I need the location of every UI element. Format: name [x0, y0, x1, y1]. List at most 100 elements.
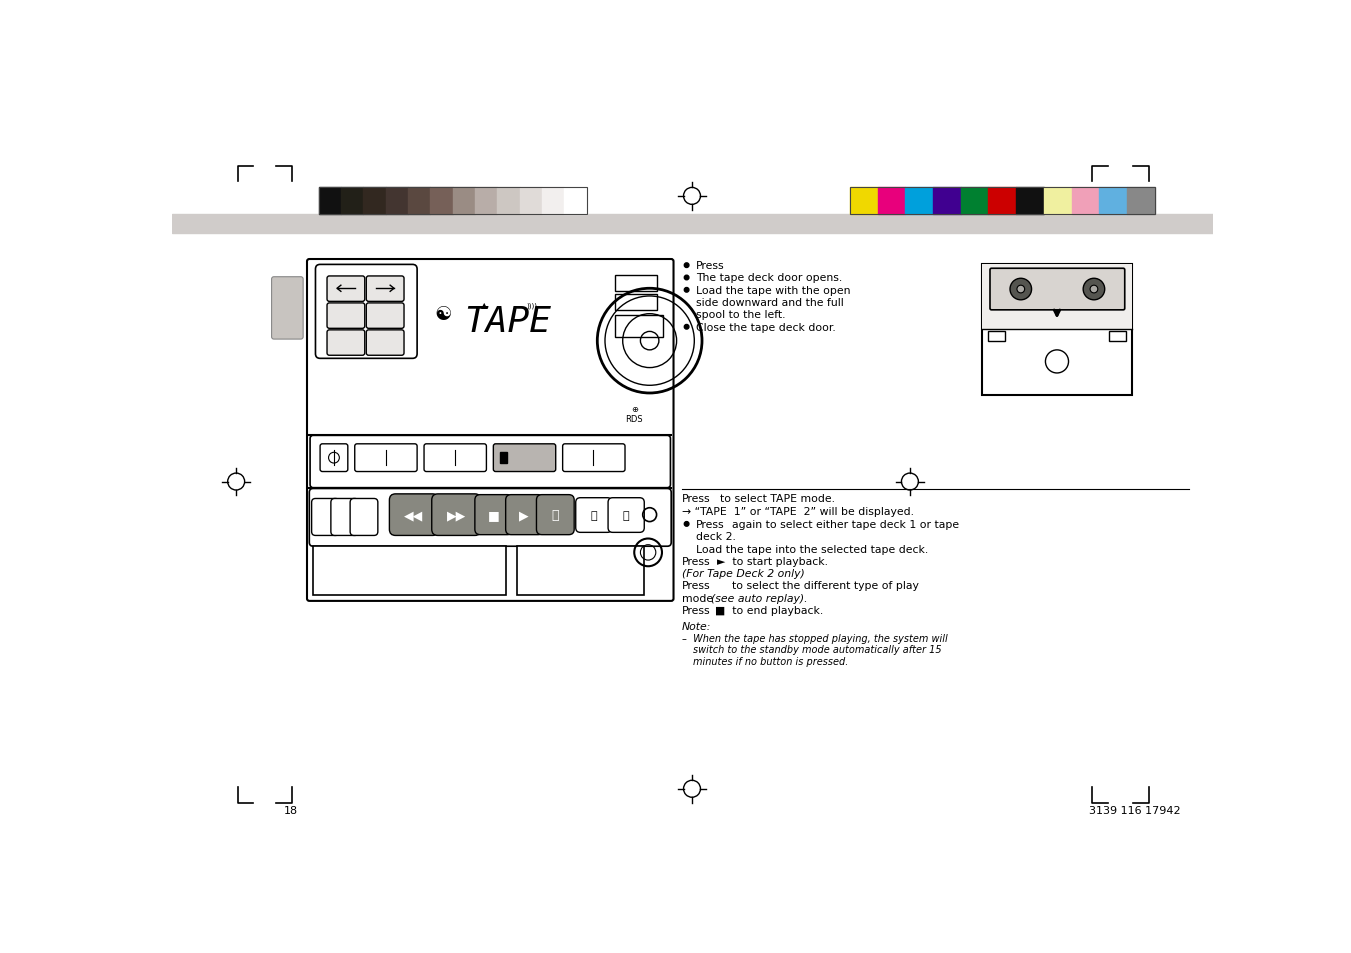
- Text: ⏮: ⏮: [590, 511, 597, 521]
- Bar: [961, 188, 989, 214]
- FancyBboxPatch shape: [327, 276, 365, 302]
- FancyBboxPatch shape: [350, 499, 378, 536]
- Text: ⏭: ⏭: [623, 511, 630, 521]
- Text: switch to the standby mode automatically after 15: switch to the standby mode automatically…: [693, 645, 942, 655]
- Bar: [615, 315, 663, 337]
- Bar: [1044, 188, 1071, 214]
- Text: Note:: Note:: [682, 620, 712, 631]
- FancyBboxPatch shape: [272, 277, 303, 339]
- Text: Close the tape deck door.: Close the tape deck door.: [696, 322, 836, 333]
- FancyBboxPatch shape: [474, 496, 512, 535]
- Text: side downward and the full: side downward and the full: [696, 298, 843, 308]
- Bar: [850, 188, 1155, 214]
- Text: deck 2.: deck 2.: [696, 532, 736, 541]
- Bar: [615, 295, 658, 311]
- FancyBboxPatch shape: [432, 495, 481, 536]
- Text: mode: mode: [682, 593, 716, 603]
- Text: ⊕
RDS: ⊕ RDS: [626, 405, 643, 424]
- Text: ☯: ☯: [435, 305, 453, 324]
- Circle shape: [685, 288, 689, 293]
- Bar: [565, 188, 586, 214]
- Text: ▶: ▶: [519, 509, 530, 521]
- Circle shape: [1017, 286, 1024, 294]
- Bar: [934, 188, 961, 214]
- Bar: [1100, 188, 1127, 214]
- FancyBboxPatch shape: [320, 444, 347, 472]
- FancyBboxPatch shape: [536, 496, 574, 535]
- FancyBboxPatch shape: [366, 331, 404, 355]
- FancyBboxPatch shape: [307, 260, 674, 601]
- FancyBboxPatch shape: [990, 269, 1125, 311]
- FancyBboxPatch shape: [562, 444, 626, 472]
- Circle shape: [685, 522, 689, 527]
- Text: The tape deck door opens.: The tape deck door opens.: [696, 274, 842, 283]
- Text: spool to the left.: spool to the left.: [696, 310, 785, 320]
- Bar: [878, 188, 905, 214]
- Text: → “TAPE  1” or “TAPE  2” will be displayed.: → “TAPE 1” or “TAPE 2” will be displayed…: [682, 506, 915, 517]
- Bar: [340, 188, 363, 214]
- Text: Press: Press: [682, 494, 711, 504]
- Text: minutes if no button is pressed.: minutes if no button is pressed.: [693, 657, 848, 666]
- Text: to select TAPE mode.: to select TAPE mode.: [720, 494, 835, 504]
- Bar: [982, 264, 1132, 330]
- Bar: [500, 453, 507, 463]
- Circle shape: [685, 325, 689, 330]
- Text: Press: Press: [696, 519, 724, 529]
- Bar: [497, 188, 520, 214]
- Bar: [982, 264, 1132, 395]
- Bar: [474, 188, 497, 214]
- Text: ▲: ▲: [481, 300, 488, 310]
- Text: Press: Press: [696, 261, 724, 271]
- Bar: [1127, 188, 1155, 214]
- Text: ⏸: ⏸: [551, 509, 559, 521]
- Text: (For Tape Deck 2 only): (For Tape Deck 2 only): [682, 569, 805, 578]
- Bar: [905, 188, 934, 214]
- Text: ▶▶: ▶▶: [447, 509, 466, 521]
- FancyBboxPatch shape: [366, 304, 404, 329]
- FancyBboxPatch shape: [311, 436, 670, 488]
- Bar: [1109, 332, 1127, 342]
- Bar: [1016, 188, 1044, 214]
- Bar: [615, 275, 658, 292]
- Bar: [313, 547, 505, 595]
- FancyBboxPatch shape: [355, 444, 417, 472]
- Text: ■: ■: [488, 509, 500, 521]
- FancyBboxPatch shape: [316, 265, 417, 359]
- FancyBboxPatch shape: [327, 331, 365, 355]
- Text: (see auto replay).: (see auto replay).: [711, 593, 808, 603]
- Text: Load the tape with the open: Load the tape with the open: [696, 286, 850, 295]
- Text: Load the tape into the selected tape deck.: Load the tape into the selected tape dec…: [696, 544, 928, 554]
- Bar: [453, 188, 474, 214]
- Text: to select the different type of play: to select the different type of play: [732, 581, 919, 591]
- Bar: [385, 188, 408, 214]
- Text: Press: Press: [682, 581, 711, 591]
- Text: again to select either tape deck 1 or tape: again to select either tape deck 1 or ta…: [732, 519, 959, 529]
- Circle shape: [1090, 286, 1098, 294]
- Text: TAPE: TAPE: [463, 305, 551, 339]
- FancyBboxPatch shape: [389, 495, 439, 536]
- Text: 18: 18: [284, 805, 299, 816]
- Bar: [173, 214, 1213, 233]
- Bar: [1071, 188, 1100, 214]
- Bar: [517, 547, 644, 595]
- Circle shape: [685, 275, 689, 280]
- FancyBboxPatch shape: [505, 496, 543, 535]
- FancyBboxPatch shape: [608, 498, 644, 533]
- FancyBboxPatch shape: [366, 276, 404, 302]
- Text: Press: Press: [682, 557, 711, 566]
- Bar: [309, 262, 671, 436]
- FancyBboxPatch shape: [312, 499, 339, 536]
- Bar: [319, 188, 586, 214]
- Bar: [850, 188, 878, 214]
- FancyBboxPatch shape: [576, 498, 612, 533]
- Bar: [542, 188, 565, 214]
- Text: ►  to start playback.: ► to start playback.: [716, 557, 828, 566]
- Text: ■  to end playback.: ■ to end playback.: [715, 605, 823, 616]
- Bar: [430, 188, 453, 214]
- Text: Press: Press: [682, 605, 711, 616]
- Text: –  When the tape has stopped playing, the system will: – When the tape has stopped playing, the…: [682, 633, 948, 643]
- FancyBboxPatch shape: [331, 499, 358, 536]
- Bar: [989, 188, 1016, 214]
- Text: )))): )))): [527, 302, 538, 309]
- FancyBboxPatch shape: [309, 489, 671, 547]
